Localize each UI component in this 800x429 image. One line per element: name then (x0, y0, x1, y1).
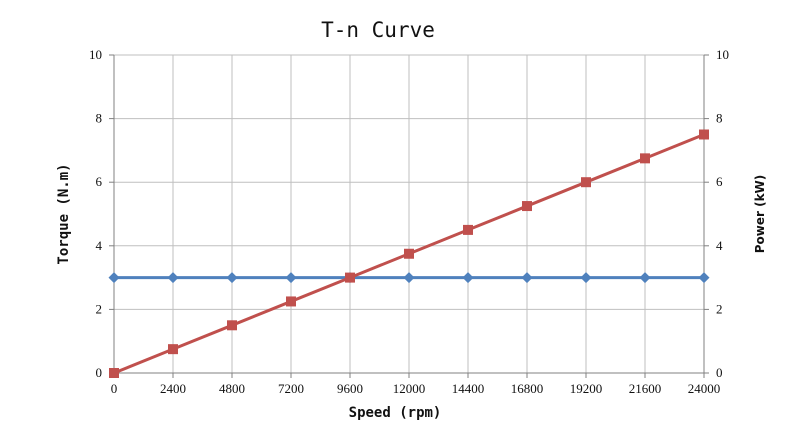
y-right-tick-label: 10 (716, 47, 729, 62)
series-1-point (522, 201, 532, 212)
x-tick-label: 16800 (511, 381, 544, 396)
series-0-point (403, 272, 415, 284)
y-left-tick-label: 8 (96, 111, 103, 126)
series-1-point (345, 272, 355, 283)
y-left-tick-label: 0 (96, 365, 103, 380)
series-1-point (581, 177, 591, 188)
axes: 0 2 4 6 8 10 0 2 4 6 8 10 0 2400 4800 7200 9600 12000 1440… (89, 47, 729, 396)
y-left-tick-label: 4 (96, 238, 103, 253)
series-layer (108, 129, 710, 378)
x-tick-label: 2400 (160, 381, 186, 396)
series-1-point (463, 224, 473, 235)
x-tick-label: 9600 (337, 381, 363, 396)
series-1-point (640, 153, 650, 164)
y-axis-right-title: Power (kW) (753, 175, 767, 254)
series-0-point (167, 272, 179, 284)
x-tick-label: 24000 (688, 381, 721, 396)
y-right-tick-label: 0 (716, 365, 723, 380)
y-right-tick-label: 2 (716, 301, 723, 316)
y-axis-left-title: Torque (N.m) (56, 163, 72, 264)
grid (114, 54, 705, 373)
series-1-point (227, 320, 237, 331)
x-axis-title: Speed (rpm) (349, 405, 442, 421)
series-0-point (698, 272, 710, 284)
x-tick-label: 21600 (629, 381, 662, 396)
series-0-point (462, 272, 474, 284)
series-1-point (168, 344, 178, 355)
y-right-tick-label: 8 (716, 111, 723, 126)
x-tick-label: 4800 (219, 381, 245, 396)
series-1-point (699, 129, 709, 140)
y-right-tick-label: 6 (716, 174, 723, 189)
x-tick-label: 7200 (278, 381, 304, 396)
series-1-point (286, 296, 296, 307)
y-left-tick-label: 10 (89, 47, 102, 62)
series-0-point (639, 272, 651, 284)
series-1-point (404, 248, 414, 259)
x-tick-label: 0 (111, 381, 118, 396)
series-0-point (285, 272, 297, 284)
y-left-tick-label: 2 (96, 301, 103, 316)
chart-title: T-n Curve (321, 18, 435, 42)
labels-layer: T-n Curve Speed (rpm) Torque (N.m) Power… (56, 18, 767, 421)
series-0-point (226, 272, 238, 284)
x-tick-label: 14400 (452, 381, 485, 396)
series-0-point (108, 272, 120, 284)
series-0-point (580, 272, 592, 284)
series-0-point (521, 272, 533, 284)
x-tick-label: 12000 (393, 381, 426, 396)
series-1-point (109, 368, 119, 378)
x-tick-label: 19200 (570, 381, 603, 396)
y-right-tick-label: 4 (716, 238, 723, 253)
y-left-tick-label: 6 (96, 174, 103, 189)
